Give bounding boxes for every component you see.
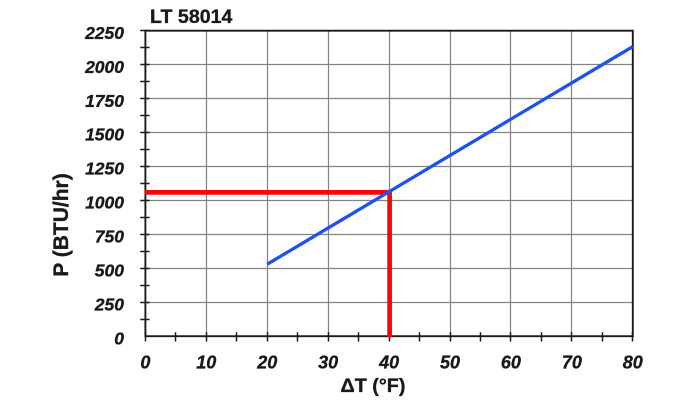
svg-text:0: 0 <box>140 353 150 373</box>
svg-text:60: 60 <box>501 353 521 373</box>
svg-text:30: 30 <box>318 353 338 373</box>
svg-text:1250: 1250 <box>85 159 124 179</box>
svg-text:ΔT (°F): ΔT (°F) <box>341 375 406 397</box>
svg-text:70: 70 <box>562 353 582 373</box>
svg-text:LT 58014: LT 58014 <box>150 6 233 28</box>
svg-text:1750: 1750 <box>85 91 124 111</box>
svg-text:50: 50 <box>440 353 460 373</box>
svg-text:10: 10 <box>196 353 216 373</box>
svg-text:40: 40 <box>378 353 399 373</box>
svg-text:2250: 2250 <box>84 23 124 43</box>
svg-text:P (BTU/hr): P (BTU/hr) <box>50 173 73 276</box>
svg-text:0: 0 <box>114 328 124 348</box>
svg-text:80: 80 <box>623 353 643 373</box>
svg-text:2000: 2000 <box>84 57 124 77</box>
svg-text:1500: 1500 <box>85 125 124 145</box>
svg-text:750: 750 <box>95 227 124 247</box>
svg-text:1000: 1000 <box>85 193 124 213</box>
svg-text:250: 250 <box>94 294 124 314</box>
svg-text:20: 20 <box>256 353 277 373</box>
svg-text:500: 500 <box>95 261 124 281</box>
